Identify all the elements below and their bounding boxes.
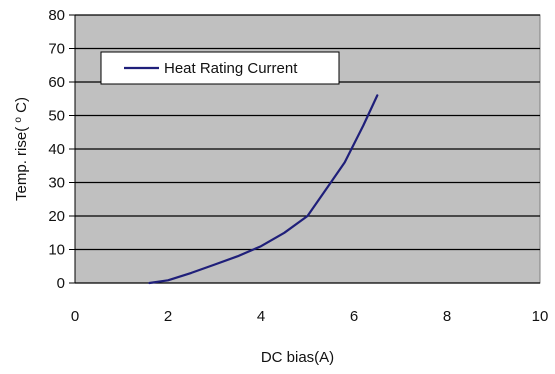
x-tick-label-6: 6 [350, 308, 358, 325]
y-tick-label-30: 30 [48, 175, 65, 192]
x-tick-label-4: 4 [257, 308, 265, 325]
y-axis-title-degree: o [13, 117, 24, 123]
x-tick-label-10: 10 [532, 308, 549, 325]
x-tick-label-8: 8 [443, 308, 451, 325]
series-layer [148, 94, 379, 285]
y-axis-title-suffix: C) [13, 97, 30, 113]
x-tick-label-2: 2 [164, 308, 172, 325]
y-tick-label-80: 80 [48, 7, 65, 24]
y-tick-label-60: 60 [48, 74, 65, 91]
x-axis-ticks: 0 2 4 6 8 10 [71, 308, 549, 325]
y-tick-label-70: 70 [48, 41, 65, 58]
y-tick-label-20: 20 [48, 208, 65, 225]
series-line-0 [148, 94, 379, 285]
legend: Heat Rating Current [100, 51, 340, 85]
y-tick-label-40: 40 [48, 141, 65, 158]
y-tick-label-10: 10 [48, 242, 65, 259]
x-tick-label-0: 0 [71, 308, 79, 325]
y-tick-label-50: 50 [48, 108, 65, 125]
legend-label-heat-rating-current: Heat Rating Current [164, 60, 298, 77]
y-axis-title-prefix: Temp. rise( [13, 127, 30, 201]
y-axis-ticks: 0 10 20 30 40 50 60 70 80 [48, 7, 76, 292]
y-tick-label-0: 0 [57, 275, 65, 292]
y-axis-title: Temp. rise( o C) [13, 97, 31, 201]
x-axis-title: DC bias(A) [261, 349, 334, 366]
